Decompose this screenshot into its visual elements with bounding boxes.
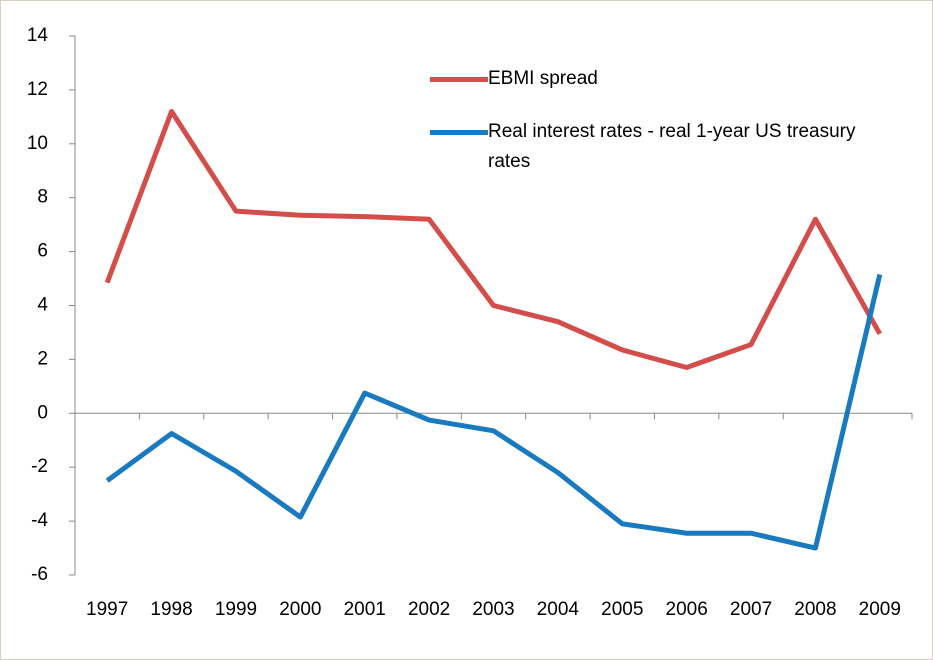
legend-swatch (430, 77, 488, 82)
y-tick-label: 6 (37, 241, 48, 262)
series-line (104, 108, 882, 370)
legend-label: EBMI spread (488, 68, 598, 89)
x-tick-label: 2005 (601, 599, 643, 620)
y-tick-label: -4 (31, 510, 48, 531)
legend: EBMI spread Real interest rates - real 1-… (430, 64, 858, 200)
x-tick-label: 2000 (279, 599, 321, 620)
x-tick-label: 1997 (86, 599, 128, 620)
legend-label: Real interest rates - real 1-year US tre… (488, 121, 856, 172)
y-tick-label: -2 (31, 456, 48, 477)
y-tick-label: 10 (27, 133, 48, 154)
legend-entry: Real interest rates - real 1-year US tre… (430, 117, 858, 177)
y-tick-label: 2 (37, 348, 48, 369)
y-tick-label: 8 (37, 187, 48, 208)
x-tick-label: 1999 (215, 599, 257, 620)
x-tick-label: 2003 (472, 599, 514, 620)
x-tick-label: 2007 (730, 599, 772, 620)
x-tick-label: 2009 (859, 599, 901, 620)
legend-entry: EBMI spread (430, 64, 858, 94)
x-tick-label: 2004 (537, 599, 580, 620)
series-line (105, 273, 883, 551)
x-tick-label: 2002 (408, 599, 450, 620)
x-tick-label: 1998 (150, 599, 192, 620)
y-tick-label: 0 (37, 402, 48, 423)
x-tick-label: 2006 (666, 599, 708, 620)
legend-swatch (430, 130, 488, 135)
y-tick-label: 14 (27, 25, 49, 46)
y-tick-label: -6 (31, 564, 48, 585)
x-tick-label: 2008 (794, 599, 836, 620)
y-tick-label: 4 (37, 295, 48, 316)
x-tick-label: 2001 (344, 599, 386, 620)
y-tick-label: 12 (27, 79, 48, 100)
